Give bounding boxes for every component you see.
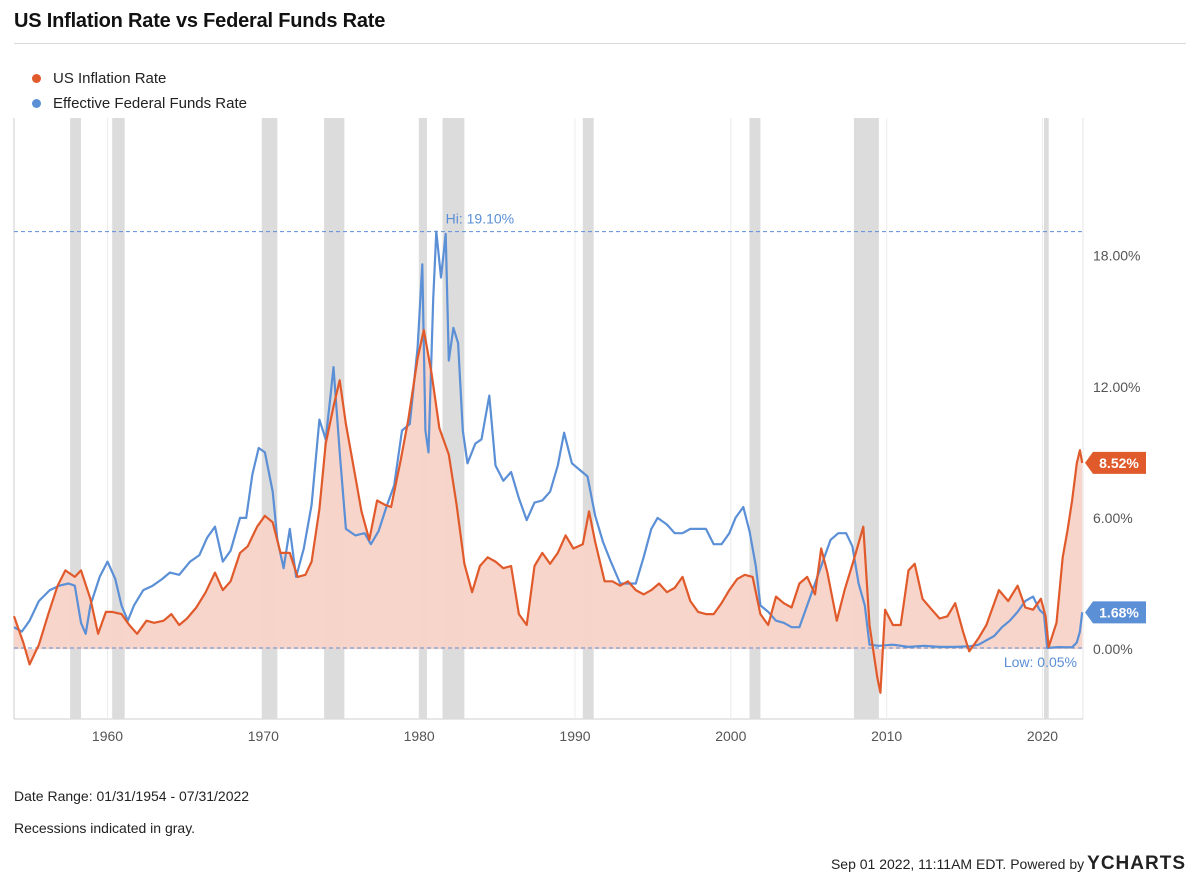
recession-band: [1044, 118, 1049, 719]
recession-band: [582, 118, 594, 719]
recession-band: [112, 118, 125, 719]
x-tick-label: 2010: [871, 728, 902, 744]
chart-title: US Inflation Rate vs Federal Funds Rate: [14, 10, 386, 32]
badge-shape: [1085, 601, 1146, 624]
badge-value: 1.68%: [1099, 604, 1139, 620]
fed-funds-end-badge: 1.68%: [1085, 601, 1146, 624]
low-label: Low: 0.05%: [1004, 654, 1077, 670]
title-divider: [14, 43, 1186, 44]
legend-item-inflation[interactable]: US Inflation Rate: [32, 66, 247, 91]
badge-shape: [1085, 451, 1146, 474]
inflation-rate-line: [12, 328, 1084, 694]
recessions-note: Recessions indicated in gray.: [14, 820, 196, 836]
ycharts-logo[interactable]: YCHARTS: [1087, 853, 1186, 874]
fed-funds-rate-line: [13, 230, 1084, 650]
inflation-end-badge: 8.52%: [1085, 451, 1146, 474]
legend-item-fed-funds[interactable]: Effective Federal Funds Rate: [32, 91, 247, 116]
high-label: Hi: 19.10%: [446, 211, 514, 227]
badge-value: 8.52%: [1099, 455, 1139, 471]
attribution: Sep 01 2022, 11:11AM EDT. Powered by YCH…: [831, 853, 1186, 875]
timestamp: Sep 01 2022, 11:11AM EDT. Powered by: [830, 856, 1085, 872]
y-tick-label: 12.00%: [1093, 379, 1140, 395]
recession-band: [749, 118, 761, 719]
x-tick-label: 1960: [92, 728, 123, 744]
x-tick-label: 1990: [559, 728, 590, 744]
legend-label-inflation: US Inflation Rate: [53, 70, 167, 87]
date-range: Date Range: 01/31/1954 - 07/31/2022: [14, 788, 250, 804]
y-tick-label: 0.00%: [1093, 641, 1133, 657]
inflation-area-fill: [14, 330, 1083, 693]
y-tick-label: 6.00%: [1093, 510, 1133, 526]
legend-dot-fed-funds: [32, 99, 41, 108]
y-tick-label: 18.00%: [1093, 248, 1140, 264]
x-tick-label: 2000: [715, 728, 746, 744]
legend-label-fed-funds: Effective Federal Funds Rate: [53, 95, 247, 112]
x-tick-label: 1970: [248, 728, 279, 744]
legend: US Inflation Rate Effective Federal Fund…: [32, 66, 247, 116]
legend-dot-inflation: [32, 74, 41, 83]
x-tick-label: 2020: [1027, 728, 1058, 744]
recession-band: [70, 118, 82, 719]
x-tick-label: 1980: [404, 728, 435, 744]
